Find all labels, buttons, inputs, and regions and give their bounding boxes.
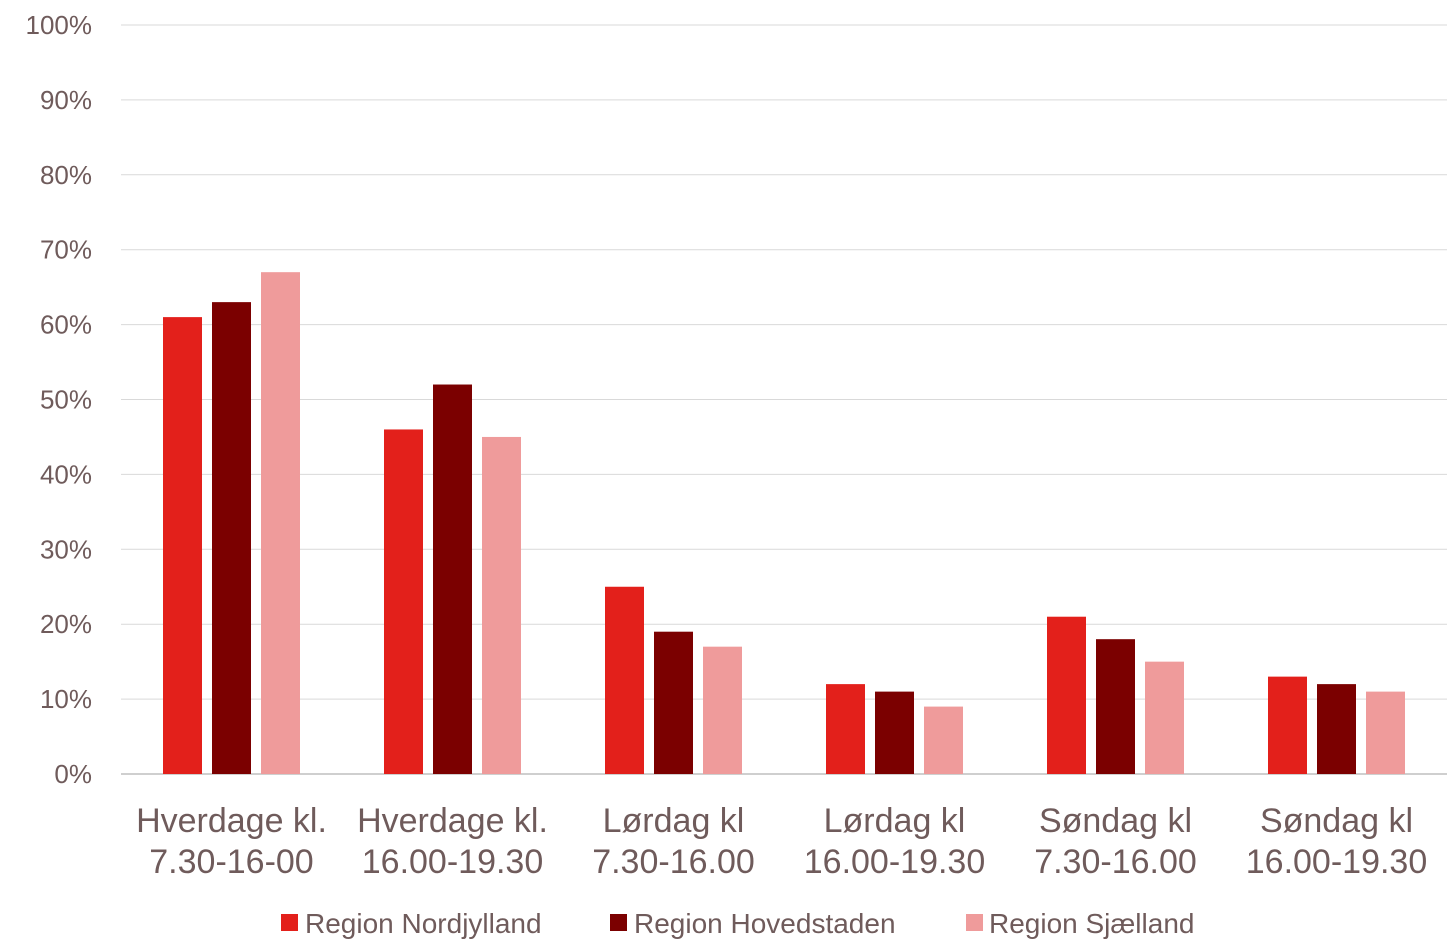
x-category-label-line: 16.00-19.30 xyxy=(804,843,986,881)
bar xyxy=(703,646,742,774)
x-category-label-line: Lørdag kl xyxy=(603,802,745,840)
bars xyxy=(163,272,1405,774)
bar xyxy=(163,317,202,774)
bar xyxy=(924,706,963,774)
y-tick-label: 0% xyxy=(54,759,92,789)
legend-label: Region Sjælland xyxy=(989,908,1194,939)
x-category-label-line: 7.30-16-00 xyxy=(149,843,313,881)
bar xyxy=(384,429,423,774)
x-category-label-line: Søndag kl xyxy=(1039,802,1192,840)
y-tick-label: 30% xyxy=(40,534,92,564)
bar xyxy=(826,684,865,774)
y-axis-ticks: 0% 10% 20% 30% 40% 50% 60% 70% 80% 90% 100% xyxy=(26,10,93,789)
legend-swatch xyxy=(281,914,298,931)
y-tick-label: 90% xyxy=(40,85,92,115)
y-tick-label: 60% xyxy=(40,310,92,340)
bar xyxy=(482,436,521,774)
bar xyxy=(654,631,693,774)
x-category-label-line: Søndag kl xyxy=(1260,802,1413,840)
y-tick-label: 80% xyxy=(40,160,92,190)
gridlines xyxy=(121,24,1447,775)
y-tick-label: 50% xyxy=(40,385,92,415)
x-category-label: Søndag kl 7.30-16.00 xyxy=(1034,802,1197,881)
y-tick-label: 10% xyxy=(40,684,92,714)
bar xyxy=(605,586,644,774)
x-category-label: Hverdage kl. 7.30-16-00 xyxy=(136,802,327,881)
x-category-label-line: 16.00-19.30 xyxy=(362,843,544,881)
x-category-label-line: Lørdag kl xyxy=(824,802,966,840)
y-tick-label: 40% xyxy=(40,459,92,489)
legend-swatch xyxy=(966,914,983,931)
legend-label: Region Nordjylland xyxy=(305,908,542,939)
bar xyxy=(261,272,300,774)
bar xyxy=(1317,684,1356,774)
bar xyxy=(1366,691,1405,774)
bar xyxy=(875,691,914,774)
legend: Region Nordjylland Region Hovedstaden Regi… xyxy=(281,908,1194,939)
x-category-label-line: Hverdage kl. xyxy=(136,802,327,840)
y-tick-label: 70% xyxy=(40,235,92,265)
x-category-label-line: 7.30-16.00 xyxy=(592,843,755,881)
bar xyxy=(1145,661,1184,774)
x-category-label: Lørdag kl 16.00-19.30 xyxy=(804,802,986,881)
x-category-label-line: Hverdage kl. xyxy=(357,802,548,840)
x-category-label-line: 7.30-16.00 xyxy=(1034,843,1197,881)
legend-swatch xyxy=(610,914,627,931)
bar xyxy=(1047,616,1086,774)
x-category-label: Lørdag kl 7.30-16.00 xyxy=(592,802,755,881)
bar xyxy=(433,384,472,774)
x-category-label: Hverdage kl. 16.00-19.30 xyxy=(357,802,548,881)
y-tick-label: 20% xyxy=(40,609,92,639)
bar xyxy=(1096,639,1135,774)
y-tick-label: 100% xyxy=(26,10,93,40)
bar xyxy=(212,302,251,774)
legend-label: Region Hovedstaden xyxy=(634,908,896,939)
bar xyxy=(1268,676,1307,774)
x-category-label-line: 16.00-19.30 xyxy=(1246,843,1428,881)
x-category-label: Søndag kl 16.00-19.30 xyxy=(1246,802,1428,881)
